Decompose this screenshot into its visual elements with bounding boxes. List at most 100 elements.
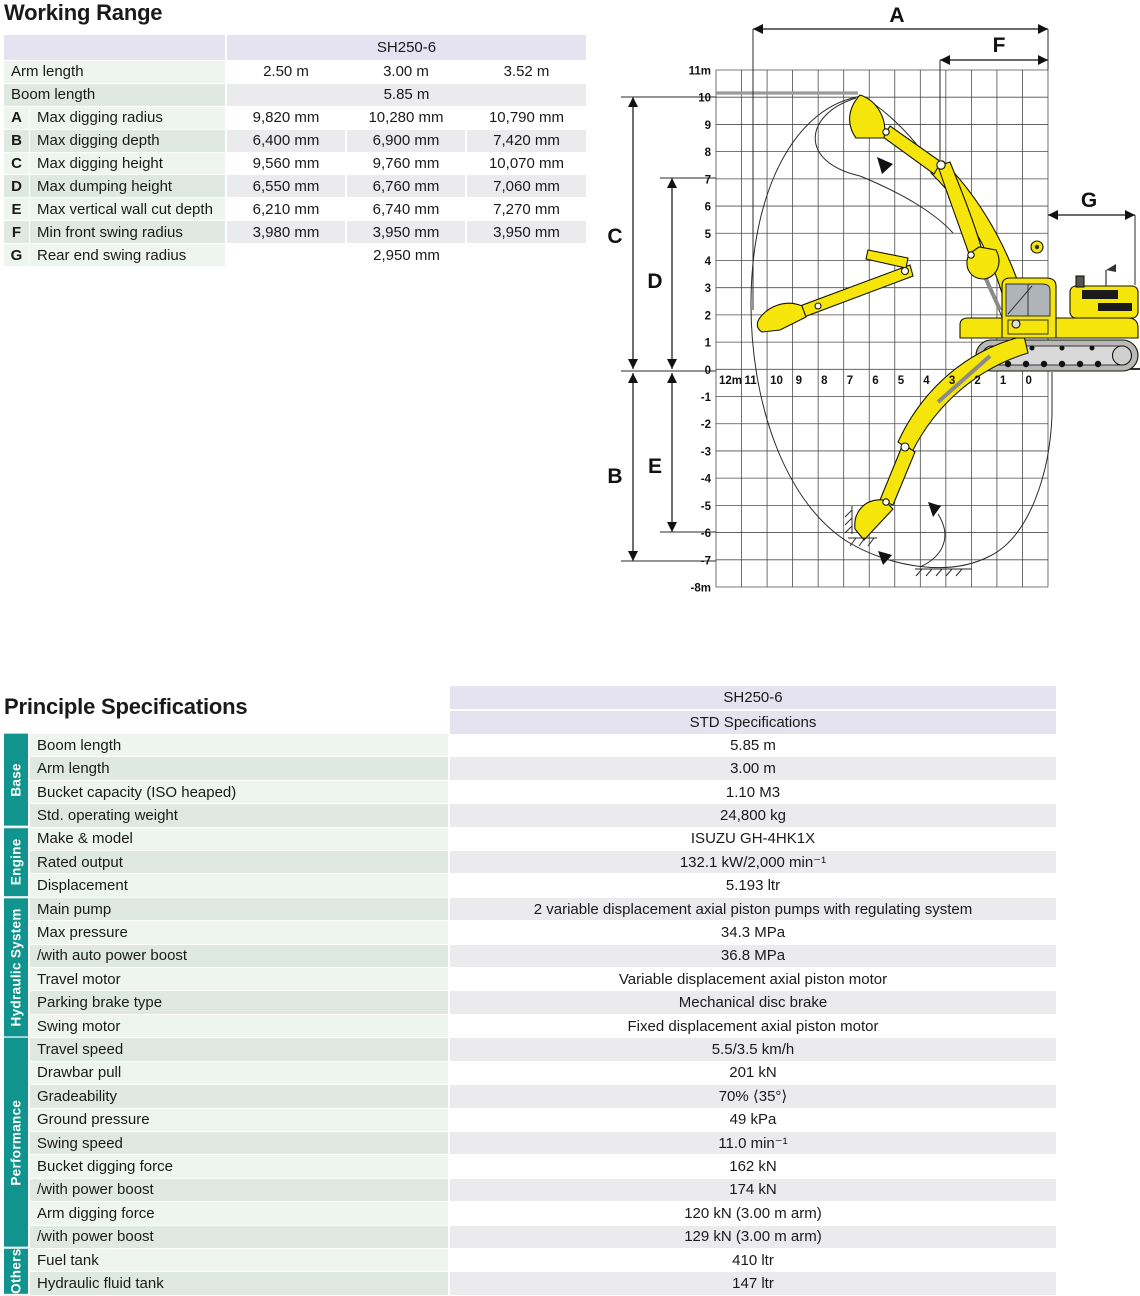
working-range-table: SH250-6 Arm length 2.50 m 3.00 m 3.52 m Boom … [4, 35, 586, 268]
y-axis-label: 11m [689, 66, 711, 78]
wr-row-value: 9,560 mm [227, 152, 347, 176]
spec-row-value: 120 kN (3.00 m arm) [450, 1202, 1056, 1226]
spec-row-value: 132.1 kW/2,000 min⁻¹ [450, 851, 1056, 875]
wr-row-value: 10,790 mm [467, 106, 586, 130]
working-range-title: Working Range [4, 0, 163, 25]
spec-row-value: 70% ⟨35°⟩ [450, 1085, 1056, 1109]
wr-row-key: B [4, 129, 30, 153]
y-axis-label: 4 [705, 256, 712, 268]
x-axis-label: 3 [949, 375, 955, 387]
wr-arm-length-value: 3.52 m [467, 61, 586, 84]
wr-row-value: 6,210 mm [227, 198, 347, 222]
spec-row-value: 5.193 ltr [450, 874, 1056, 898]
spec-row-label: Drawbar pull [30, 1061, 450, 1086]
excavator-body [959, 264, 1139, 339]
spec-row-value: 162 kN [450, 1155, 1056, 1179]
wr-arm-length-label: Arm length [4, 61, 227, 84]
y-axis-label: 3 [705, 283, 711, 295]
wr-row-key: C [4, 152, 30, 176]
spec-row-value: 3.00 m [450, 757, 1056, 781]
spec-section-engine: Engine [4, 827, 30, 898]
x-axis-label: 2 [974, 375, 980, 387]
wr-row-value: 9,820 mm [227, 106, 347, 130]
x-axis-label: 0 [1025, 375, 1031, 387]
y-axis-label: 10 [698, 93, 711, 105]
x-axis-label: 6 [872, 375, 878, 387]
wr-row-key: F [4, 221, 30, 245]
dimension-label-A: A [889, 4, 904, 27]
dimension-lines [621, 24, 1136, 562]
y-axis-label: -8m [691, 583, 711, 595]
wr-row-value: 3,950 mm [347, 221, 467, 245]
wr-row-value: 6,550 mm [227, 175, 347, 199]
wr-row-key: D [4, 175, 30, 199]
spec-row-value: 36.8 MPa [450, 944, 1056, 969]
y-axis-label: 2 [705, 310, 711, 322]
x-axis-label: 12m [719, 375, 742, 387]
wr-row-value: 6,900 mm [347, 129, 467, 153]
dimension-label-D: D [647, 270, 662, 293]
spec-row-value: 147 ltr [450, 1272, 1056, 1296]
wr-boom-length-value: 5.85 m [227, 83, 586, 107]
dimension-letters: A F G C D B E [607, 4, 1097, 488]
spec-row-value: Variable displacement axial piston motor [450, 968, 1056, 992]
spec-row-label: Displacement [30, 874, 450, 898]
spec-row-label: Ground pressure [30, 1108, 450, 1132]
spec-row-label: Main pump [30, 897, 450, 922]
dimension-label-B: B [607, 465, 622, 488]
dimension-label-E: E [648, 455, 662, 478]
spec-row-label: /with auto power boost [30, 944, 450, 969]
y-axis-label: 7 [705, 174, 711, 186]
spec-row-label: Fuel tank [30, 1248, 450, 1273]
wr-row-value: 10,280 mm [347, 106, 467, 130]
wr-row-key: A [4, 106, 30, 130]
wr-arm-length-value: 2.50 m [227, 61, 347, 84]
x-axis-label: 10 [770, 375, 783, 387]
spec-row-label: Swing motor [30, 1014, 450, 1039]
excavator-illustration [756, 94, 1139, 577]
spec-row-label: Parking brake type [30, 991, 450, 1015]
spec-row-label: Bucket digging force [30, 1155, 450, 1179]
spec-row-value: 2 variable displacement axial piston pum… [450, 897, 1056, 922]
wr-boom-length-label: Boom length [4, 83, 227, 107]
y-axis-label: -3 [701, 446, 711, 458]
wr-row-label: Max dumping height [30, 175, 227, 199]
spec-row-value: 174 kN [450, 1178, 1056, 1203]
dimension-label-F: F [993, 34, 1006, 57]
y-axis-label: 0 [705, 365, 711, 377]
spec-row-label: Boom length [30, 734, 450, 758]
y-axis-label: -7 [701, 555, 711, 567]
spec-row-label: Travel motor [30, 968, 450, 992]
spec-section-others: Others [4, 1248, 30, 1296]
wr-row-value: 10,070 mm [467, 152, 586, 176]
wr-row-label: Max digging height [30, 152, 227, 176]
spec-row-label: Hydraulic fluid tank [30, 1272, 450, 1296]
spec-row-label: Arm digging force [30, 1202, 450, 1226]
spec-row-value: 1.10 M3 [450, 780, 1056, 805]
x-axis-label: 9 [796, 375, 802, 387]
spec-row-label: Swing speed [30, 1131, 450, 1156]
spec-row-value: ISUZU GH-4HK1X [450, 827, 1056, 852]
x-axis-label: 1 [1000, 375, 1007, 387]
y-axis-label: -5 [701, 501, 712, 513]
spec-header-std: STD Specifications [450, 711, 1056, 734]
spec-row-value: Fixed displacement axial piston motor [450, 1014, 1056, 1039]
spec-header-model: SH250-6 [450, 686, 1056, 709]
wr-header-model: SH250-6 [227, 35, 586, 61]
wr-row-label: Rear end swing radius [30, 244, 227, 268]
spec-table-header: SH250-6 STD Specifications [450, 686, 1056, 736]
rotation-arrow-mid [928, 502, 941, 517]
wr-row-value: 7,060 mm [467, 175, 586, 199]
x-axis-label: 5 [898, 375, 905, 387]
y-axis-label: 1 [705, 338, 712, 350]
y-axis-label: -1 [701, 392, 712, 404]
spec-section-hydraulic-system: Hydraulic System [4, 897, 30, 1039]
spec-row-value: 34.3 MPa [450, 921, 1056, 945]
spec-row-label: /with power boost [30, 1178, 450, 1203]
spec-row-label: Max pressure [30, 921, 450, 945]
wr-row-key: G [4, 244, 30, 268]
rotation-arrow-bottom [878, 551, 892, 565]
wr-row-value: 6,760 mm [347, 175, 467, 199]
dimension-label-C: C [607, 225, 622, 248]
